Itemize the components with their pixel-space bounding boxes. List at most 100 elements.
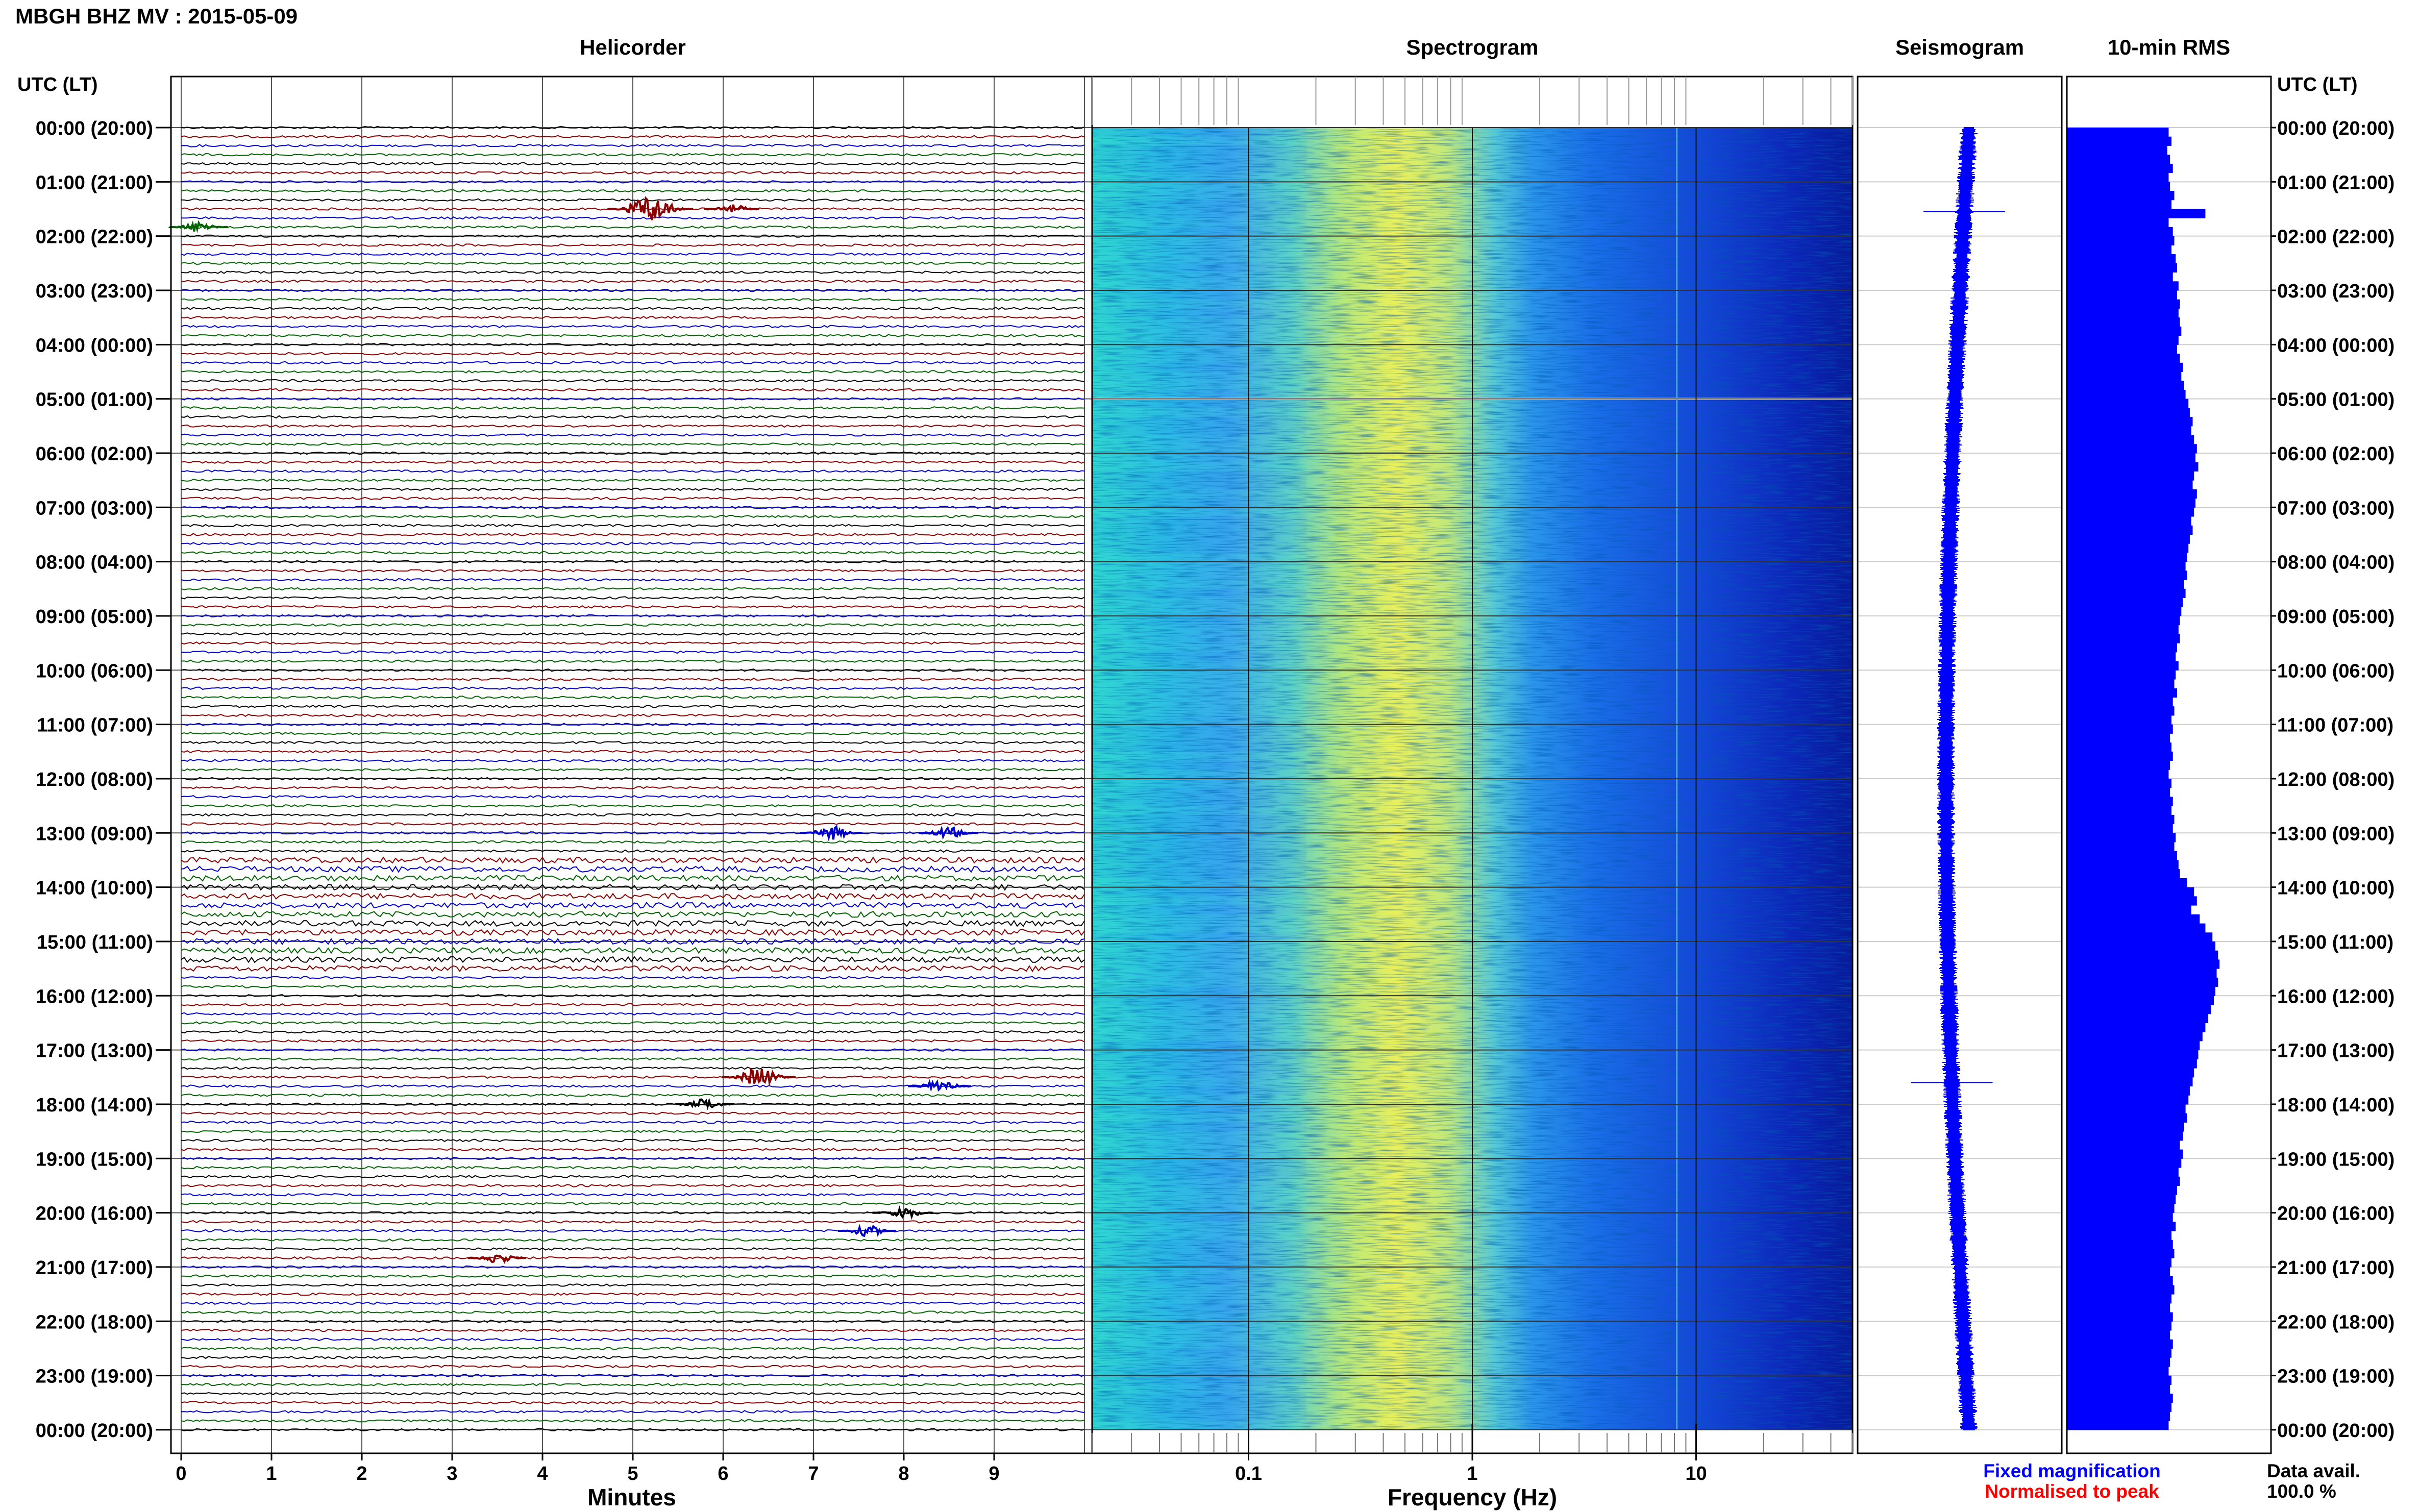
time-tick-left: 20:00 (16:00) bbox=[36, 1203, 153, 1225]
right-axis-label: UTC (LT) bbox=[2277, 74, 2358, 95]
helicorder-trace bbox=[181, 874, 1085, 882]
spectrogram-row bbox=[1092, 1276, 1306, 1285]
spectrogram-row bbox=[1092, 1158, 1306, 1168]
helicorder-trace bbox=[181, 1265, 1085, 1269]
spectrogram-features bbox=[1092, 128, 1853, 1430]
time-tick-right: 01:00 (21:00) bbox=[2277, 172, 2395, 193]
helicorder-trace bbox=[181, 1292, 1085, 1296]
helicorder-trace bbox=[181, 659, 1085, 663]
spectrogram-row bbox=[1092, 1267, 1306, 1276]
spectrogram-row bbox=[1092, 625, 1306, 634]
spectrogram-row bbox=[1092, 417, 1306, 426]
helicorder-frame bbox=[170, 76, 1093, 1454]
rms-bar bbox=[2067, 299, 2180, 309]
helicorder-trace bbox=[181, 1166, 1085, 1170]
helicorder-trace bbox=[181, 560, 1085, 563]
spectrogram-row bbox=[1092, 444, 1306, 453]
rms-bar bbox=[2067, 1330, 2170, 1340]
time-tick-left: 07:00 (03:00) bbox=[36, 498, 153, 519]
seismogram-panel bbox=[1857, 76, 2063, 1454]
spectrogram-row bbox=[1092, 182, 1306, 191]
rms-bar bbox=[2067, 923, 2206, 933]
helicorder-trace bbox=[181, 514, 1085, 518]
time-tick-left: 02:00 (22:00) bbox=[36, 227, 153, 248]
helicorder-trace bbox=[181, 1121, 1085, 1124]
spectrogram-row bbox=[1092, 1258, 1306, 1267]
rms-bar bbox=[2067, 371, 2182, 381]
helicorder-trace bbox=[181, 795, 1085, 799]
spectrogram-row bbox=[1092, 1059, 1306, 1069]
rms-bar bbox=[2067, 389, 2186, 400]
time-tick-right: 03:00 (23:00) bbox=[2277, 281, 2395, 302]
rms-bar bbox=[2067, 155, 2170, 164]
time-tick-left: 01:00 (21:00) bbox=[36, 172, 153, 193]
time-tick-right: 19:00 (15:00) bbox=[2277, 1149, 2395, 1170]
helicorder-trace bbox=[181, 1392, 1085, 1396]
helicorder-trace bbox=[181, 1229, 1085, 1233]
helicorder-event bbox=[722, 1068, 796, 1087]
helicorder-trace bbox=[181, 786, 1085, 790]
rms-bar bbox=[2067, 272, 2173, 282]
helicorder-event bbox=[606, 196, 694, 220]
helicorder-trace bbox=[181, 650, 1085, 654]
spectrogram-row bbox=[1092, 598, 1306, 607]
time-tick-right: 07:00 (03:00) bbox=[2277, 498, 2395, 519]
helicorder-trace bbox=[181, 901, 1085, 909]
spectrogram-row bbox=[1092, 1077, 1306, 1086]
helicorder-trace bbox=[181, 1319, 1085, 1323]
helicorder-trace bbox=[181, 813, 1085, 817]
spectrogram-row bbox=[1092, 1122, 1306, 1132]
spectrogram-row bbox=[1092, 887, 1306, 897]
spectrogram-row bbox=[1092, 588, 1306, 598]
rms-bar bbox=[2067, 950, 2218, 960]
rms-bar bbox=[2067, 1095, 2189, 1105]
rms-bar bbox=[2067, 652, 2176, 662]
helicorder-trace bbox=[181, 1184, 1085, 1187]
helicorder-trace bbox=[181, 956, 1085, 963]
legend-fixed-magnification: Fixed magnification bbox=[1983, 1460, 2160, 1481]
plot-title: MBGH BHZ MV : 2015-05-09 bbox=[15, 4, 298, 28]
rms-bar bbox=[2067, 435, 2194, 444]
rms-bar bbox=[2067, 507, 2194, 517]
helicorder-trace bbox=[181, 379, 1085, 383]
helicorder-trace bbox=[181, 920, 1085, 927]
spectrogram-row bbox=[1092, 326, 1306, 336]
helicorder-trace bbox=[181, 856, 1085, 864]
time-tick-right: 18:00 (14:00) bbox=[2277, 1095, 2395, 1116]
helicorder-trace bbox=[181, 361, 1085, 365]
time-tick-left: 06:00 (02:00) bbox=[36, 443, 153, 465]
rms-bar bbox=[2067, 426, 2191, 435]
rms-bar bbox=[2067, 643, 2177, 653]
helicorder-trace bbox=[181, 1283, 1085, 1287]
spectrogram-row bbox=[1092, 335, 1306, 345]
seismogram-title: Seismogram bbox=[1895, 35, 2024, 59]
spectrogram-title: Spectrogram bbox=[1406, 35, 1538, 59]
time-tick-left: 15:00 (11:00) bbox=[37, 932, 153, 953]
spectrogram-row bbox=[1092, 435, 1306, 444]
helicorder-trace bbox=[181, 976, 1085, 980]
seismogram-frame bbox=[1857, 76, 2063, 1454]
helicorder-trace bbox=[181, 442, 1085, 446]
rms-bar bbox=[2067, 932, 2213, 942]
spectrogram-row bbox=[1092, 1366, 1306, 1376]
spectrogram-row bbox=[1092, 969, 1306, 978]
helicorder-trace bbox=[181, 1039, 1085, 1043]
spectrogram-row bbox=[1092, 1384, 1306, 1394]
rms-frame bbox=[2066, 76, 2272, 1454]
helicorder-trace bbox=[181, 315, 1085, 319]
helicorder-trace bbox=[181, 1202, 1085, 1206]
rms-bar bbox=[2067, 1240, 2173, 1249]
spectrogram-row bbox=[1092, 1294, 1306, 1303]
helicorder-trace bbox=[181, 1238, 1085, 1242]
helicorder-trace bbox=[181, 433, 1085, 437]
spectrogram-row bbox=[1092, 1339, 1306, 1349]
time-tick-right: 02:00 (22:00) bbox=[2277, 227, 2395, 248]
helicorder-trace bbox=[181, 1156, 1085, 1160]
spectrogram-row bbox=[1092, 1330, 1306, 1340]
rms-bar bbox=[2067, 1086, 2190, 1096]
helicorder-trace bbox=[181, 632, 1085, 636]
time-tick-left: 00:00 (20:00) bbox=[36, 118, 153, 139]
spectrogram-row bbox=[1092, 507, 1306, 516]
spectrogram-row bbox=[1092, 1068, 1306, 1077]
helicorder-trace bbox=[181, 605, 1085, 609]
